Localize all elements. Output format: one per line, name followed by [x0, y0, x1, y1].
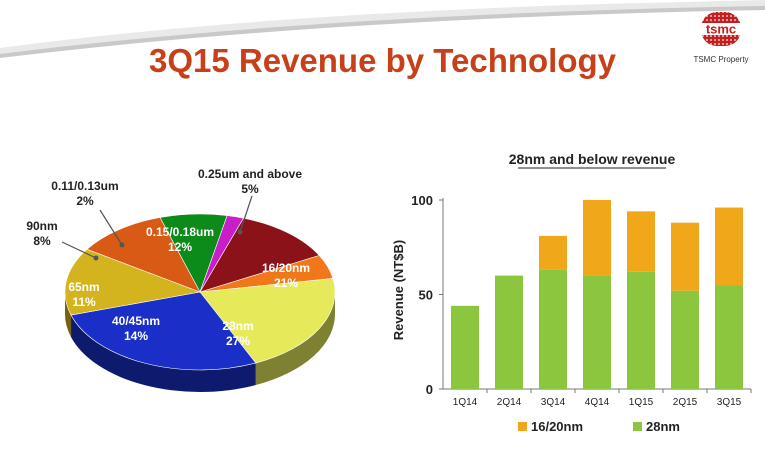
x-tick-label-3Q15: 3Q15 [717, 397, 742, 408]
pie-label-5: 90nm [26, 219, 57, 233]
x-tick-label-1Q15: 1Q15 [629, 397, 654, 408]
y-tick-label-2: 100 [411, 193, 433, 208]
pie-side-1-0 [255, 292, 335, 386]
pie-slice-4 [86, 217, 201, 293]
pie-side-3-0 [65, 292, 72, 338]
bar-28nm-4Q14 [583, 275, 611, 389]
legend-label-1: 28nm [646, 419, 680, 434]
pie-value-label-7: 12% [168, 240, 192, 254]
pie-leader-dot-0 [237, 229, 243, 235]
bar-marks [451, 200, 743, 389]
bar-28nm-2Q14 [495, 275, 523, 389]
x-tick-label-3Q14: 3Q14 [541, 397, 566, 408]
pie-depth [65, 292, 335, 392]
y-tick-label-0: 0 [426, 382, 433, 397]
pie-label-4: 65nm [68, 280, 99, 294]
pie-label-2: 28nm [222, 319, 253, 333]
pie-value-label-2: 27% [226, 334, 250, 348]
bar-28nm-3Q15 [715, 285, 743, 389]
pie-value-label-6: 2% [76, 194, 94, 208]
pie-leader-0 [239, 195, 253, 233]
bar-16-20nm-1Q15 [627, 211, 655, 272]
tsmc-logo-icon: tsmc [693, 12, 749, 46]
pie-side-2-0 [71, 315, 256, 392]
pie-top [64, 213, 336, 371]
pie-leader-dot-5 [93, 255, 99, 261]
legend-label-0: 16/20nm [531, 419, 583, 434]
legend-swatch-0 [518, 422, 527, 431]
pie-leaders [61, 195, 253, 261]
x-tick-label-1Q14: 1Q14 [453, 397, 478, 408]
pie-value-label-1: 21% [274, 276, 298, 290]
x-tick-label-2Q14: 2Q14 [497, 397, 522, 408]
pie-leader-5 [61, 241, 97, 259]
pie-label-6: 0.11/0.13um [51, 179, 118, 193]
legend-swatch-1 [633, 422, 642, 431]
bar-16-20nm-3Q15 [715, 207, 743, 286]
y-tick-label-1: 50 [419, 288, 433, 303]
pie-label-3: 40/45nm [112, 314, 160, 328]
bar-16-20nm-3Q14 [539, 235, 567, 270]
pie-slice-7 [199, 217, 320, 293]
y-axis-label: Revenue (NT$B) [391, 240, 406, 340]
pie-label-1: 16/20nm [262, 261, 310, 275]
pie-label-0: 0.25um and above [198, 167, 302, 181]
property-label: TSMC Property [693, 55, 749, 64]
bar-28nm-1Q15 [627, 271, 655, 389]
x-tick-label-2Q15: 2Q15 [673, 397, 698, 408]
bar-axes: 0 50 100 1Q14 2Q14 3Q14 4Q14 1Q15 2Q15 3Q15 [411, 193, 752, 408]
pie-value-label-3: 14% [124, 329, 148, 343]
pie-slice-2 [70, 291, 257, 371]
logo-text: tsmc [706, 22, 736, 37]
tsmc-logo: tsmc TSMC Property [690, 10, 752, 64]
pie-leader-dot-6 [119, 242, 125, 248]
pie-value-label-4: 11% [72, 295, 96, 309]
bar-16-20nm-2Q15 [671, 222, 699, 291]
page-title: 3Q15 Revenue by Technology [148, 42, 617, 79]
pie-leader-6 [99, 209, 123, 246]
bar-28nm-2Q15 [671, 290, 699, 389]
bar-chart-title: 28nm and below revenue [509, 151, 676, 167]
bar-legend: 16/20nm 28nm [518, 419, 680, 434]
bar-16-20nm-4Q14 [583, 200, 611, 276]
pie-label-7: 0.15/0.18um [146, 225, 214, 239]
x-tick-label-4Q14: 4Q14 [585, 397, 610, 408]
bar-28nm-1Q14 [451, 305, 479, 389]
bar-28nm-3Q14 [539, 269, 567, 389]
header-swoosh [0, 0, 765, 58]
pie-slice-3 [64, 248, 202, 316]
pie-value-label-5: 8% [33, 234, 51, 248]
pie-value-label-0: 5% [241, 182, 259, 196]
pie-slice-1 [199, 278, 336, 364]
